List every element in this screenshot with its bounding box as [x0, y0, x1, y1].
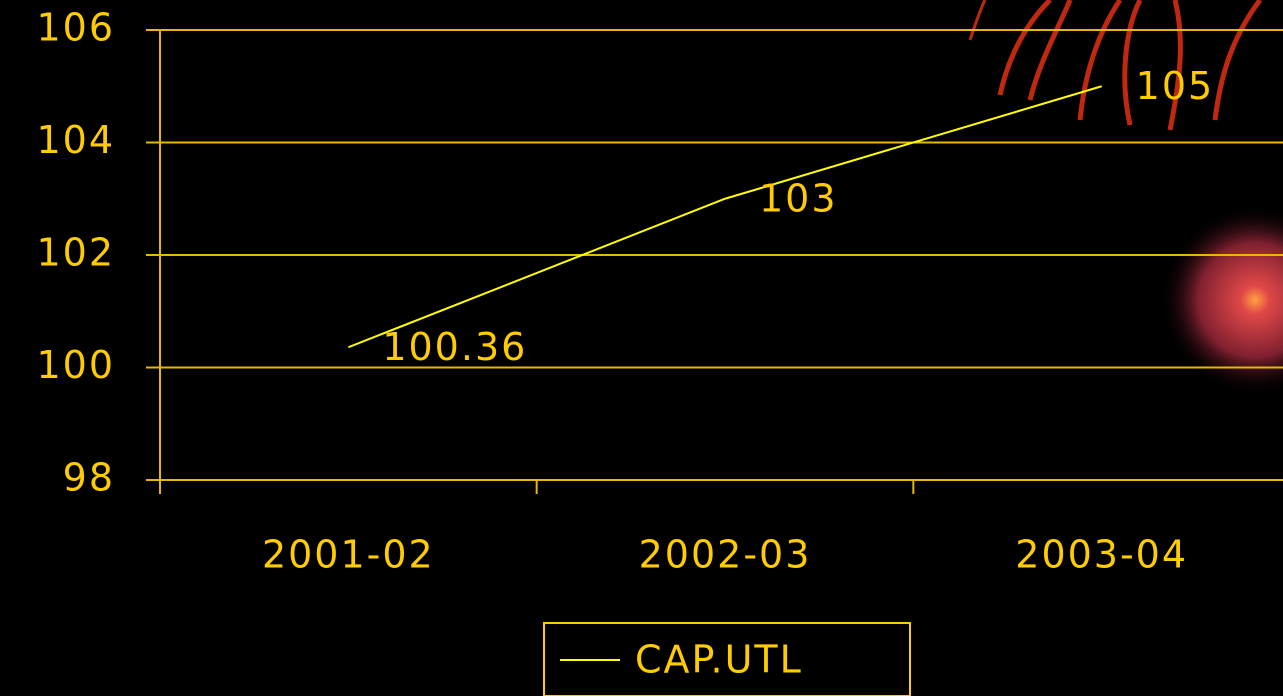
x-tick-label: 2002-03 [639, 533, 812, 577]
y-tick-label: 104 [36, 118, 115, 162]
data-label: 103 [759, 176, 838, 220]
series-line [347, 85, 1102, 349]
y-tick-label: 100 [36, 343, 115, 387]
legend-label: CAP.UTL [635, 638, 803, 682]
decoration [968, 0, 1283, 395]
y-tick-label: 102 [36, 231, 115, 275]
y-tick-label: 98 [63, 456, 115, 500]
x-tick-label: 2003-04 [1015, 533, 1188, 577]
y-tick-label: 106 [36, 6, 115, 50]
x-tick-label: 2001-02 [262, 533, 435, 577]
legend-box [543, 622, 911, 696]
data-label: 100.36 [382, 325, 527, 369]
data-label: 105 [1136, 64, 1215, 108]
